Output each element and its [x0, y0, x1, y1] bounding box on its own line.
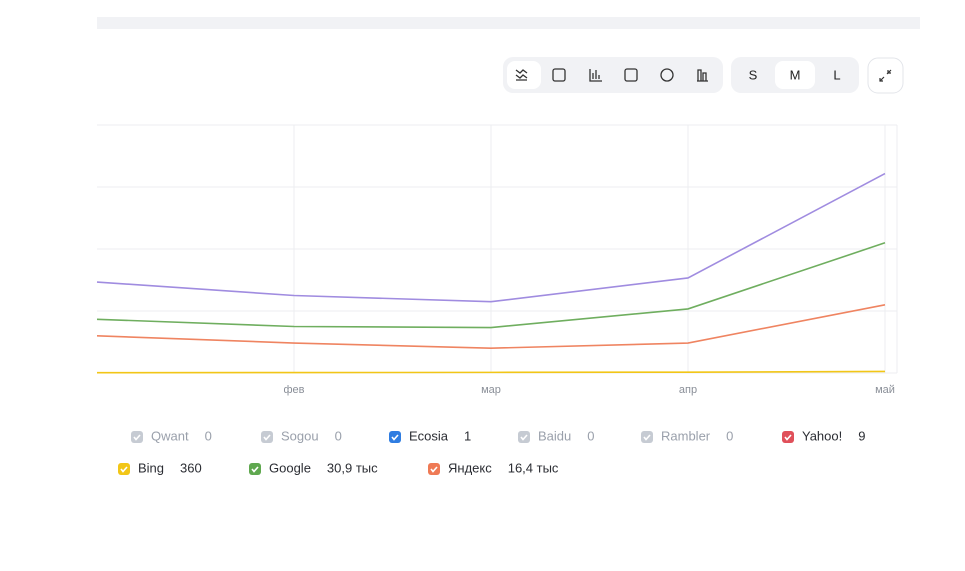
size-active[interactable]: [775, 61, 815, 89]
legend-check: [520, 434, 528, 441]
legend-total: 0: [205, 428, 212, 443]
legend-check: [643, 434, 651, 441]
legend-check: [430, 466, 438, 473]
x-tick-label: май: [875, 384, 895, 396]
legend-name[interactable]: Sogou: [281, 428, 319, 443]
icon-column[interactable]: [697, 69, 708, 82]
legend-check: [391, 434, 399, 441]
legend-total: 16,4 тыс: [508, 460, 559, 475]
legend-total: 0: [335, 428, 342, 443]
legend-total: 0: [726, 428, 733, 443]
legend-total: 0: [587, 428, 594, 443]
legend-name[interactable]: Google: [269, 460, 311, 475]
legend-checkbox[interactable]: [641, 431, 653, 443]
x-tick-label: фев: [283, 384, 304, 396]
legend-checkbox[interactable]: [261, 431, 273, 443]
series-line: [96, 304, 886, 350]
collapse-icon: [879, 69, 892, 82]
x-tick-label: апр: [679, 384, 697, 396]
series-line: [96, 242, 886, 329]
legend-name[interactable]: Qwant: [151, 428, 189, 443]
legend-checkbox[interactable]: [389, 431, 401, 443]
legend-checkbox[interactable]: [428, 463, 440, 475]
legend-check: [784, 434, 792, 441]
series-line: [96, 370, 886, 374]
icon-bar[interactable]: [589, 69, 602, 82]
icon-area[interactable]: [552, 68, 566, 82]
chart-type-icons: [515, 68, 708, 82]
legend-checkbox[interactable]: [782, 431, 794, 443]
icon-stack[interactable]: [624, 68, 638, 82]
legend-check: [133, 434, 141, 441]
legend-name[interactable]: Yahoo!: [802, 428, 842, 443]
legend-checkbox[interactable]: [118, 463, 130, 475]
legend-name[interactable]: Bing: [138, 460, 164, 475]
legend-check: [120, 466, 128, 473]
legend-check: [263, 434, 271, 441]
legend-name[interactable]: Rambler: [661, 428, 711, 443]
legend-name[interactable]: Baidu: [538, 428, 571, 443]
legend-name[interactable]: Яндекс: [448, 460, 492, 475]
series-line: [96, 172, 886, 303]
icon-pie[interactable]: [660, 68, 674, 82]
legend-total: 360: [180, 460, 202, 475]
icon-line[interactable]: [515, 69, 528, 81]
chart-type-group: [503, 57, 723, 93]
x-tick-label: мар: [481, 384, 501, 396]
legend-checkbox[interactable]: [249, 463, 261, 475]
legend-total: 9: [858, 428, 865, 443]
legend-total: 1: [464, 428, 471, 443]
legend-checkbox[interactable]: [518, 431, 530, 443]
size-l[interactable]: L: [833, 67, 840, 82]
size-s[interactable]: S: [749, 67, 758, 82]
size-m[interactable]: M: [790, 67, 801, 82]
top-bar: [97, 17, 920, 29]
legend-name[interactable]: Ecosia: [409, 428, 449, 443]
legend-check: [251, 466, 259, 473]
legend-checkbox[interactable]: [131, 431, 143, 443]
collapse-button[interactable]: [867, 57, 904, 94]
legend-total: 30,9 тыс: [327, 460, 378, 475]
